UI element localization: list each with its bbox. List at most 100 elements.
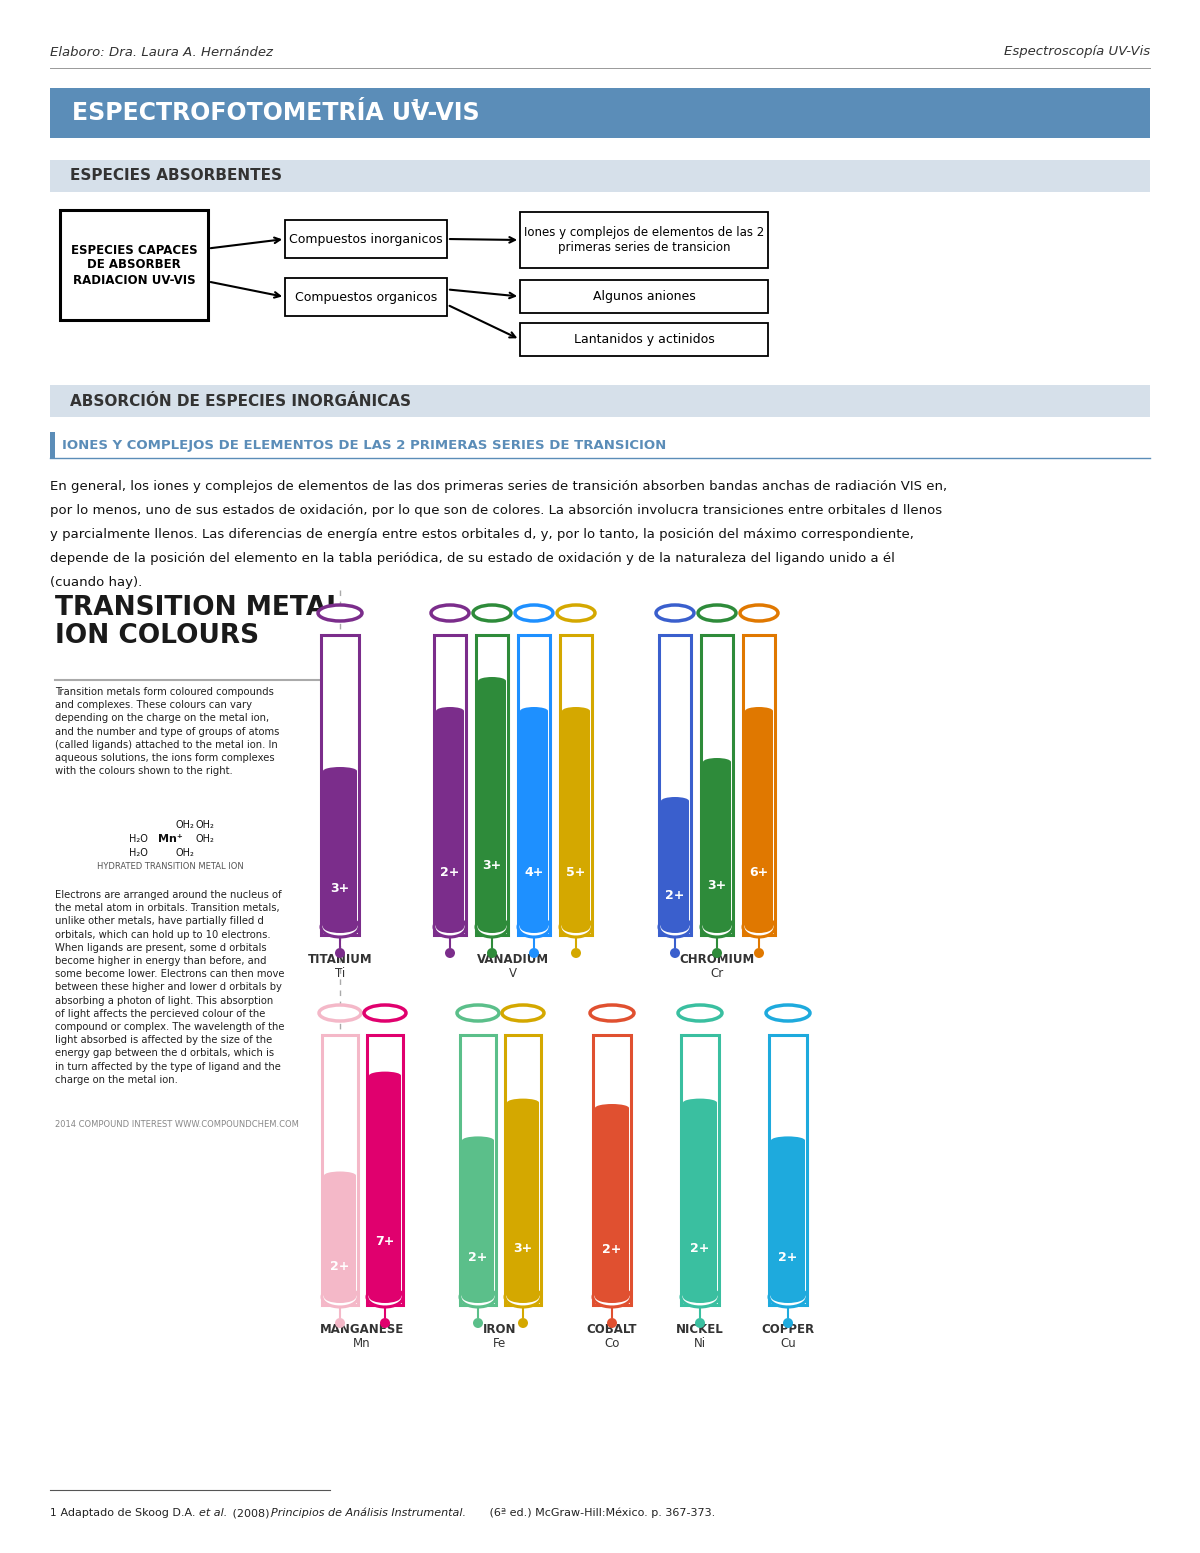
Circle shape: [712, 947, 722, 958]
Ellipse shape: [508, 1098, 539, 1107]
Ellipse shape: [745, 707, 773, 714]
Text: Espectroscopía UV-Vis: Espectroscopía UV-Vis: [1004, 45, 1150, 59]
Ellipse shape: [434, 916, 466, 936]
Bar: [683, 1103, 718, 1297]
Text: 3+: 3+: [330, 882, 349, 895]
Text: OH₂: OH₂: [196, 834, 215, 843]
Bar: [560, 635, 592, 935]
Bar: [323, 770, 358, 927]
Ellipse shape: [772, 1137, 805, 1145]
Bar: [595, 1107, 629, 1297]
Text: Transition metals form coloured compounds
and complexes. These colours can vary
: Transition metals form coloured compound…: [55, 686, 280, 776]
Text: 6+: 6+: [749, 867, 769, 879]
Bar: [505, 1034, 541, 1305]
Bar: [50, 385, 1150, 418]
Ellipse shape: [370, 1291, 401, 1303]
Ellipse shape: [701, 916, 733, 936]
Ellipse shape: [319, 1005, 361, 1020]
Text: ESPECIES ABSORBENTES: ESPECIES ABSORBENTES: [70, 168, 282, 183]
Ellipse shape: [323, 921, 358, 933]
Text: Compuestos organicos: Compuestos organicos: [295, 290, 437, 303]
Bar: [701, 635, 733, 935]
Bar: [286, 278, 446, 315]
Bar: [593, 1034, 631, 1305]
Text: (2008).: (2008).: [229, 1508, 277, 1517]
Ellipse shape: [661, 921, 689, 933]
Circle shape: [607, 1318, 617, 1328]
Text: Iones y complejos de elementos de las 2
primeras series de transicion: Iones y complejos de elementos de las 2 …: [524, 227, 764, 255]
Text: OH₂: OH₂: [175, 848, 194, 857]
Circle shape: [695, 1318, 706, 1328]
Ellipse shape: [478, 677, 506, 685]
Ellipse shape: [460, 1287, 496, 1308]
Ellipse shape: [457, 1005, 499, 1020]
Ellipse shape: [656, 606, 694, 621]
Bar: [50, 89, 1150, 138]
Bar: [518, 635, 550, 935]
Text: Cr: Cr: [710, 968, 724, 980]
Ellipse shape: [367, 1287, 403, 1308]
Bar: [520, 323, 768, 356]
Ellipse shape: [520, 707, 548, 714]
Ellipse shape: [766, 1005, 810, 1020]
Circle shape: [529, 947, 539, 958]
Circle shape: [518, 1318, 528, 1328]
Text: Mn⁺: Mn⁺: [157, 834, 182, 843]
Bar: [460, 1034, 496, 1305]
Ellipse shape: [323, 767, 358, 775]
Bar: [434, 635, 466, 935]
Text: Algunos aniones: Algunos aniones: [593, 290, 695, 303]
Text: Compuestos inorganicos: Compuestos inorganicos: [289, 233, 443, 245]
Bar: [769, 1034, 808, 1305]
Circle shape: [335, 947, 346, 958]
Text: IRON: IRON: [484, 1323, 517, 1336]
Text: ESPECIES CAPACES
DE ABSORBER
RADIACION UV-VIS: ESPECIES CAPACES DE ABSORBER RADIACION U…: [71, 244, 197, 286]
Ellipse shape: [562, 707, 590, 714]
Circle shape: [335, 1318, 346, 1328]
Text: 2+: 2+: [665, 888, 685, 902]
Bar: [520, 213, 768, 269]
Text: 2+: 2+: [440, 867, 460, 879]
Bar: [50, 432, 55, 458]
Bar: [562, 711, 590, 927]
Ellipse shape: [436, 707, 464, 714]
Bar: [520, 280, 768, 314]
Ellipse shape: [324, 1171, 356, 1179]
Text: (cuando hay).: (cuando hay).: [50, 576, 143, 589]
Circle shape: [754, 947, 764, 958]
Text: Adaptado de Skoog D.A.: Adaptado de Skoog D.A.: [58, 1508, 199, 1517]
Ellipse shape: [683, 1291, 718, 1303]
Text: 2+: 2+: [779, 1252, 798, 1264]
Bar: [661, 801, 689, 927]
Bar: [659, 635, 691, 935]
Text: VANADIUM: VANADIUM: [476, 954, 550, 966]
Ellipse shape: [745, 921, 773, 933]
Text: 2+: 2+: [468, 1252, 487, 1264]
Ellipse shape: [661, 797, 689, 804]
Circle shape: [784, 1318, 793, 1328]
Text: 2014 COMPOUND INTEREST WWW.COMPOUNDCHEM.COM: 2014 COMPOUND INTEREST WWW.COMPOUNDCHEM.…: [55, 1120, 299, 1129]
Text: OH₂: OH₂: [196, 820, 215, 829]
Text: 3+: 3+: [482, 859, 502, 871]
Bar: [322, 1034, 358, 1305]
Ellipse shape: [370, 1072, 401, 1079]
Text: ESPECTROFOTOMETRÍA UV-VIS: ESPECTROFOTOMETRÍA UV-VIS: [72, 101, 480, 124]
Bar: [508, 1103, 539, 1297]
Text: V: V: [509, 968, 517, 980]
Text: En general, los iones y complejos de elementos de las dos primeras series de tra: En general, los iones y complejos de ele…: [50, 480, 947, 492]
Bar: [743, 635, 775, 935]
Ellipse shape: [595, 1104, 629, 1112]
Ellipse shape: [436, 921, 464, 933]
Ellipse shape: [698, 606, 736, 621]
Text: TRANSITION METAL
ION COLOURS: TRANSITION METAL ION COLOURS: [55, 595, 343, 649]
Text: Fe: Fe: [493, 1337, 506, 1350]
Ellipse shape: [590, 1005, 634, 1020]
Text: 3+: 3+: [707, 879, 727, 893]
Ellipse shape: [364, 1005, 406, 1020]
Text: (6ª ed.) McGraw-Hill:México. p. 367-373.: (6ª ed.) McGraw-Hill:México. p. 367-373.: [486, 1508, 715, 1519]
Text: CHROMIUM: CHROMIUM: [679, 954, 755, 966]
Circle shape: [445, 947, 455, 958]
Ellipse shape: [322, 916, 359, 936]
Bar: [436, 711, 464, 927]
Bar: [476, 635, 508, 935]
